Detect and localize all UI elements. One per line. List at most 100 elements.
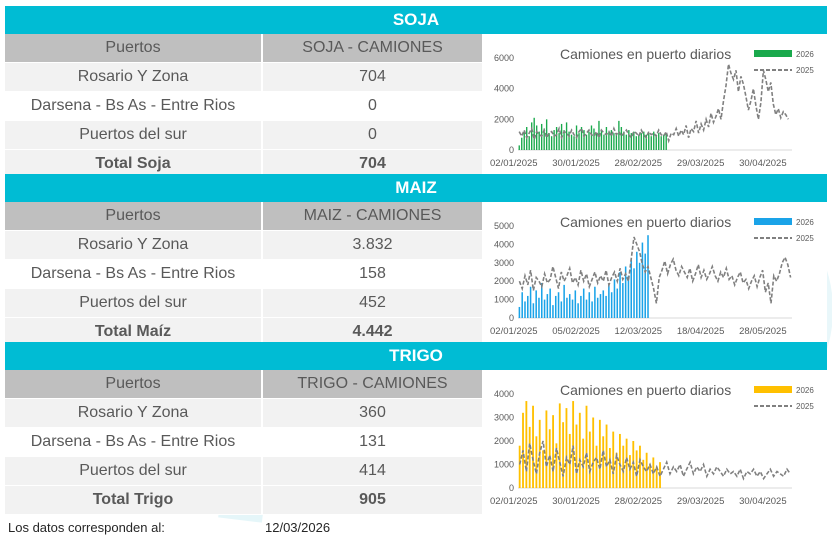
bar-2026 — [550, 136, 553, 150]
bar-2026 — [578, 133, 580, 150]
bar-2026 — [592, 417, 595, 488]
legend-swatch-2026 — [754, 50, 792, 57]
trigo-table: Puertos TRIGO - CAMIONES Rosario Y Zona … — [5, 370, 482, 515]
table-row: Darsena - Bs As - Entre Rios 0 — [5, 91, 482, 121]
col-header-puertos: Puertos — [5, 202, 263, 231]
bar-2026 — [622, 445, 625, 488]
y-tick-label: 4000 — [494, 84, 514, 94]
footer-date: 12/03/2026 — [265, 520, 331, 535]
bar-2026 — [574, 290, 577, 318]
bar-2026 — [655, 466, 658, 488]
bar-2026 — [648, 133, 650, 150]
line-2025 — [518, 63, 790, 144]
chart-title: Camiones en puerto diarios — [560, 214, 731, 230]
bar-2026 — [653, 131, 655, 150]
bar-2026 — [588, 431, 591, 488]
bar-2026 — [529, 286, 532, 318]
bar-2026 — [596, 297, 599, 318]
port-name: Puertos del sur — [5, 288, 263, 318]
bar-2026 — [663, 134, 665, 150]
bar-2026 — [548, 133, 550, 150]
bar-2026 — [633, 268, 635, 318]
y-tick-label: 5000 — [494, 221, 514, 231]
bar-2026 — [532, 303, 535, 318]
bar-2026 — [632, 441, 635, 488]
bar-2026 — [602, 436, 605, 488]
bar-2026 — [590, 125, 593, 150]
bar-2026 — [585, 134, 588, 150]
port-name: Rosario Y Zona — [5, 398, 263, 428]
bar-2026 — [540, 283, 543, 318]
bar-2026 — [615, 452, 618, 488]
x-tick-label: 28/05/2025 — [739, 326, 787, 337]
y-tick-label: 0 — [509, 483, 514, 493]
chart-title: Camiones en puerto diarios — [560, 382, 731, 398]
bar-2026 — [552, 415, 555, 488]
bar-2026 — [566, 297, 568, 318]
maiz-chart: Camiones en puerto diarios 2026 2025 5000 40… — [482, 202, 827, 342]
x-tick-label: 29/03/2025 — [677, 158, 725, 169]
chart-title: Camiones en puerto diarios — [560, 46, 731, 62]
y-tick-label: 0 — [509, 313, 514, 323]
x-tick-label: 02/01/2025 — [490, 496, 538, 507]
bar-2026 — [571, 299, 574, 318]
y-tick-label: 2000 — [494, 436, 514, 446]
bar-2026 — [535, 290, 537, 318]
line-2025 — [518, 236, 792, 304]
footer-label: Los datos corresponden al: — [8, 520, 165, 535]
y-tick-label: 2000 — [494, 276, 514, 286]
bar-2026 — [523, 131, 525, 150]
bar-2026 — [633, 131, 635, 150]
y-tick-label: 4000 — [494, 239, 514, 249]
bar-2026 — [608, 131, 610, 150]
bar-2026 — [630, 133, 633, 150]
bar-2026 — [603, 134, 605, 150]
bar-2026 — [605, 424, 608, 488]
soja-table: Puertos SOJA - CAMIONES Rosario Y Zona 7… — [5, 34, 482, 179]
bar-2026 — [532, 405, 534, 488]
y-tick-label: 2000 — [494, 114, 514, 124]
bar-2026 — [600, 130, 603, 150]
bar-2026 — [558, 133, 560, 150]
bar-2026 — [608, 448, 611, 488]
port-name: Rosario Y Zona — [5, 230, 263, 260]
table-row: Puertos del sur 0 — [5, 120, 482, 150]
bar-2026 — [521, 137, 523, 150]
bar-2026 — [616, 288, 619, 318]
bar-2026 — [554, 295, 557, 318]
bar-2026 — [630, 259, 633, 318]
bar-2026 — [588, 131, 590, 150]
bar-2026 — [615, 134, 618, 150]
bar-2026 — [599, 294, 602, 318]
bar-2026 — [638, 262, 641, 318]
bar-2026 — [573, 136, 575, 150]
table-row: Rosario Y Zona 3.832 — [5, 230, 482, 260]
bar-2026 — [577, 303, 579, 318]
total-label: Total Trigo — [5, 485, 263, 515]
bar-2026 — [555, 443, 558, 488]
bar-2026 — [610, 130, 613, 150]
table-row: Rosario Y Zona 704 — [5, 62, 482, 92]
bar-2026 — [594, 286, 596, 318]
legend-label-2025: 2025 — [796, 234, 814, 243]
x-tick-label: 28/02/2025 — [615, 496, 663, 507]
legend-label-2026: 2026 — [796, 386, 814, 395]
bar-2026 — [623, 131, 625, 150]
bar-2026 — [572, 401, 575, 488]
bar-2026 — [568, 294, 571, 318]
section-title-maiz: MAIZ — [5, 174, 827, 202]
bar-2026 — [645, 134, 647, 150]
y-tick-label: 6000 — [494, 53, 514, 63]
x-tick-label: 29/03/2025 — [677, 496, 725, 507]
bar-2026 — [598, 419, 601, 488]
bar-2026 — [535, 436, 538, 488]
col-header-camiones: SOJA - CAMIONES — [262, 34, 482, 63]
bar-2026 — [562, 422, 565, 488]
y-tick-label: 3000 — [494, 413, 514, 423]
bar-2026 — [545, 410, 548, 488]
bar-2026 — [518, 306, 521, 318]
bar-2026 — [643, 131, 645, 150]
bar-2026 — [518, 445, 521, 488]
y-tick-label: 3000 — [494, 258, 514, 268]
legend-label-2026: 2026 — [796, 218, 814, 227]
